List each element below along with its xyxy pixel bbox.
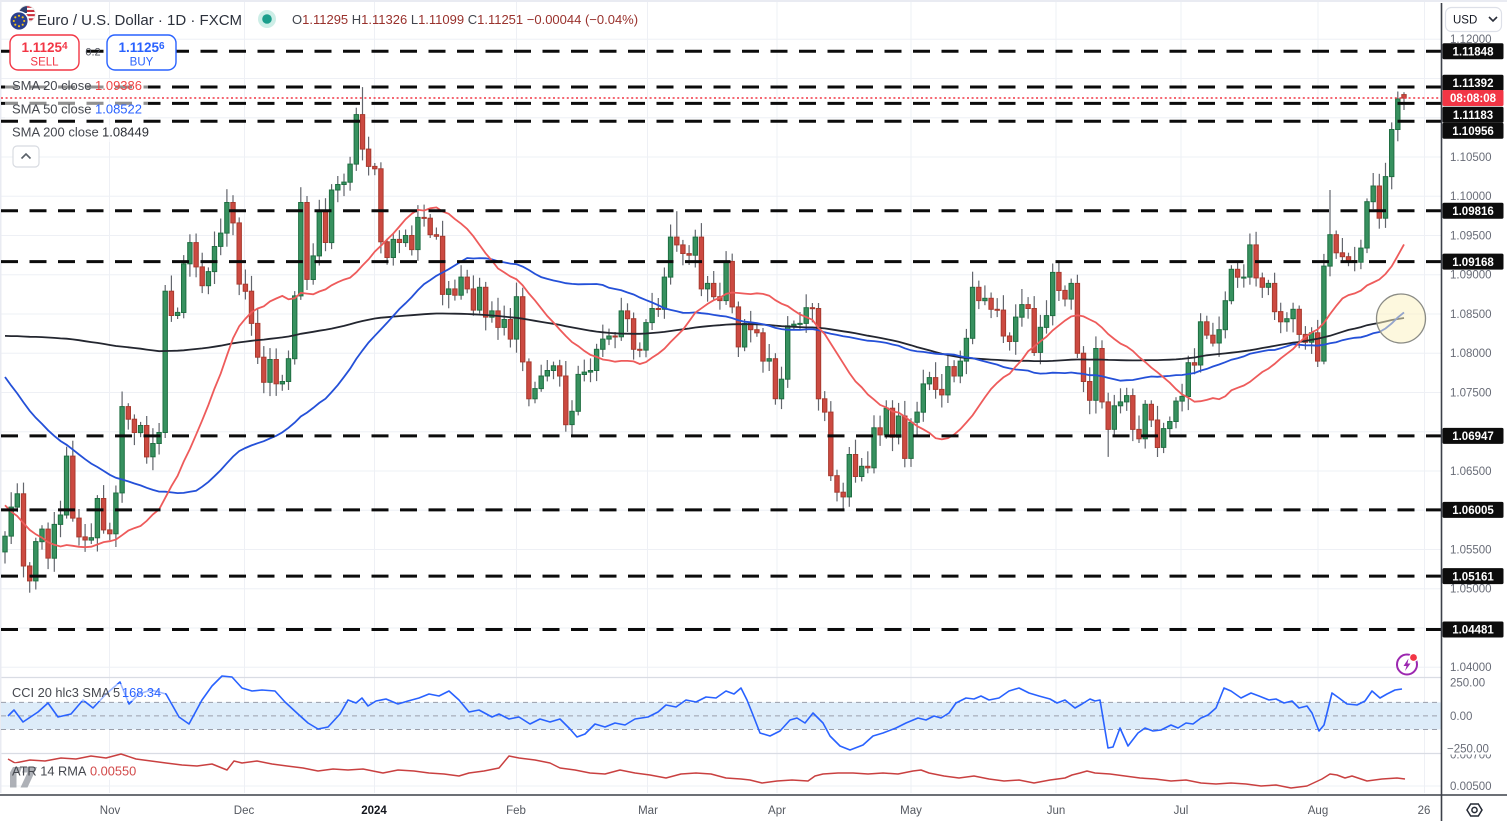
svg-text:1.10000: 1.10000 xyxy=(1450,191,1492,203)
svg-text:1.10956: 1.10956 xyxy=(1452,126,1494,138)
svg-text:1.09386: 1.09386 xyxy=(95,78,142,93)
svg-text:SMA 200 close: SMA 200 close xyxy=(12,125,99,140)
svg-text:1.10500: 1.10500 xyxy=(1450,152,1492,164)
svg-text:−250.00: −250.00 xyxy=(1447,743,1489,755)
svg-text:0.00: 0.00 xyxy=(1450,711,1472,723)
svg-text:1.06947: 1.06947 xyxy=(1452,431,1494,443)
svg-text:Dec: Dec xyxy=(234,805,255,817)
svg-text:Aug: Aug xyxy=(1308,805,1328,817)
svg-text:1.08500: 1.08500 xyxy=(1450,309,1492,321)
svg-text:1.11256: 1.11256 xyxy=(118,40,165,55)
svg-text:1.04000: 1.04000 xyxy=(1450,662,1492,674)
svg-text:CCI 20 hlc3 SMA 5: CCI 20 hlc3 SMA 5 xyxy=(12,685,120,700)
svg-text:USD: USD xyxy=(1453,15,1477,27)
svg-text:1.08522: 1.08522 xyxy=(95,102,142,117)
svg-text:1.05000: 1.05000 xyxy=(1450,584,1492,596)
svg-text:1.09168: 1.09168 xyxy=(1452,257,1494,269)
svg-text:1.11254: 1.11254 xyxy=(21,40,68,55)
svg-text:Feb: Feb xyxy=(506,805,526,817)
svg-text:0.00500: 0.00500 xyxy=(1450,781,1492,793)
svg-text:1.09816: 1.09816 xyxy=(1452,206,1494,218)
svg-text:08:08:08: 08:08:08 xyxy=(1450,93,1497,105)
svg-text:0.00550: 0.00550 xyxy=(90,764,136,779)
svg-text:O1.11295 H1.11326 L1.11099 C1.: O1.11295 H1.11326 L1.11099 C1.11251 −0.0… xyxy=(292,12,638,27)
svg-text:1.08000: 1.08000 xyxy=(1450,348,1492,360)
svg-text:Apr: Apr xyxy=(768,805,786,817)
svg-text:Nov: Nov xyxy=(100,805,121,817)
svg-text:Jun: Jun xyxy=(1047,805,1066,817)
svg-text:Jul: Jul xyxy=(1174,805,1189,817)
svg-text:0.2: 0.2 xyxy=(85,47,100,59)
svg-text:1.07500: 1.07500 xyxy=(1450,388,1492,400)
svg-text:1.11392: 1.11392 xyxy=(1453,78,1494,90)
svg-text:BUY: BUY xyxy=(130,57,154,69)
svg-text:SMA 20 close: SMA 20 close xyxy=(12,78,92,93)
svg-text:ATR 14 RMA: ATR 14 RMA xyxy=(12,764,87,779)
svg-text:SELL: SELL xyxy=(30,57,59,69)
svg-text:1.11183: 1.11183 xyxy=(1453,110,1493,122)
svg-text:1.04481: 1.04481 xyxy=(1452,625,1494,637)
svg-text:1.05500: 1.05500 xyxy=(1450,545,1492,557)
svg-text:250.00: 250.00 xyxy=(1450,678,1485,690)
svg-text:1.09000: 1.09000 xyxy=(1450,270,1492,282)
svg-text:1.06500: 1.06500 xyxy=(1450,466,1492,478)
svg-text:168.34: 168.34 xyxy=(122,685,161,700)
svg-text:1.09500: 1.09500 xyxy=(1450,231,1492,243)
svg-text:1.08449: 1.08449 xyxy=(102,125,149,140)
svg-text:1.05161: 1.05161 xyxy=(1452,571,1494,583)
svg-text:1.06005: 1.06005 xyxy=(1452,505,1494,517)
svg-text:SMA 50 close: SMA 50 close xyxy=(12,102,92,117)
svg-text:May: May xyxy=(900,805,922,817)
svg-text:Mar: Mar xyxy=(638,805,658,817)
svg-text:0.00700: 0.00700 xyxy=(1450,750,1492,762)
svg-text:1.11848: 1.11848 xyxy=(1453,46,1495,58)
svg-text:2024: 2024 xyxy=(361,805,387,817)
svg-text:Euro / U.S. Dollar · 1D · FXCM: Euro / U.S. Dollar · 1D · FXCM xyxy=(37,12,242,29)
svg-text:26: 26 xyxy=(1418,805,1431,817)
